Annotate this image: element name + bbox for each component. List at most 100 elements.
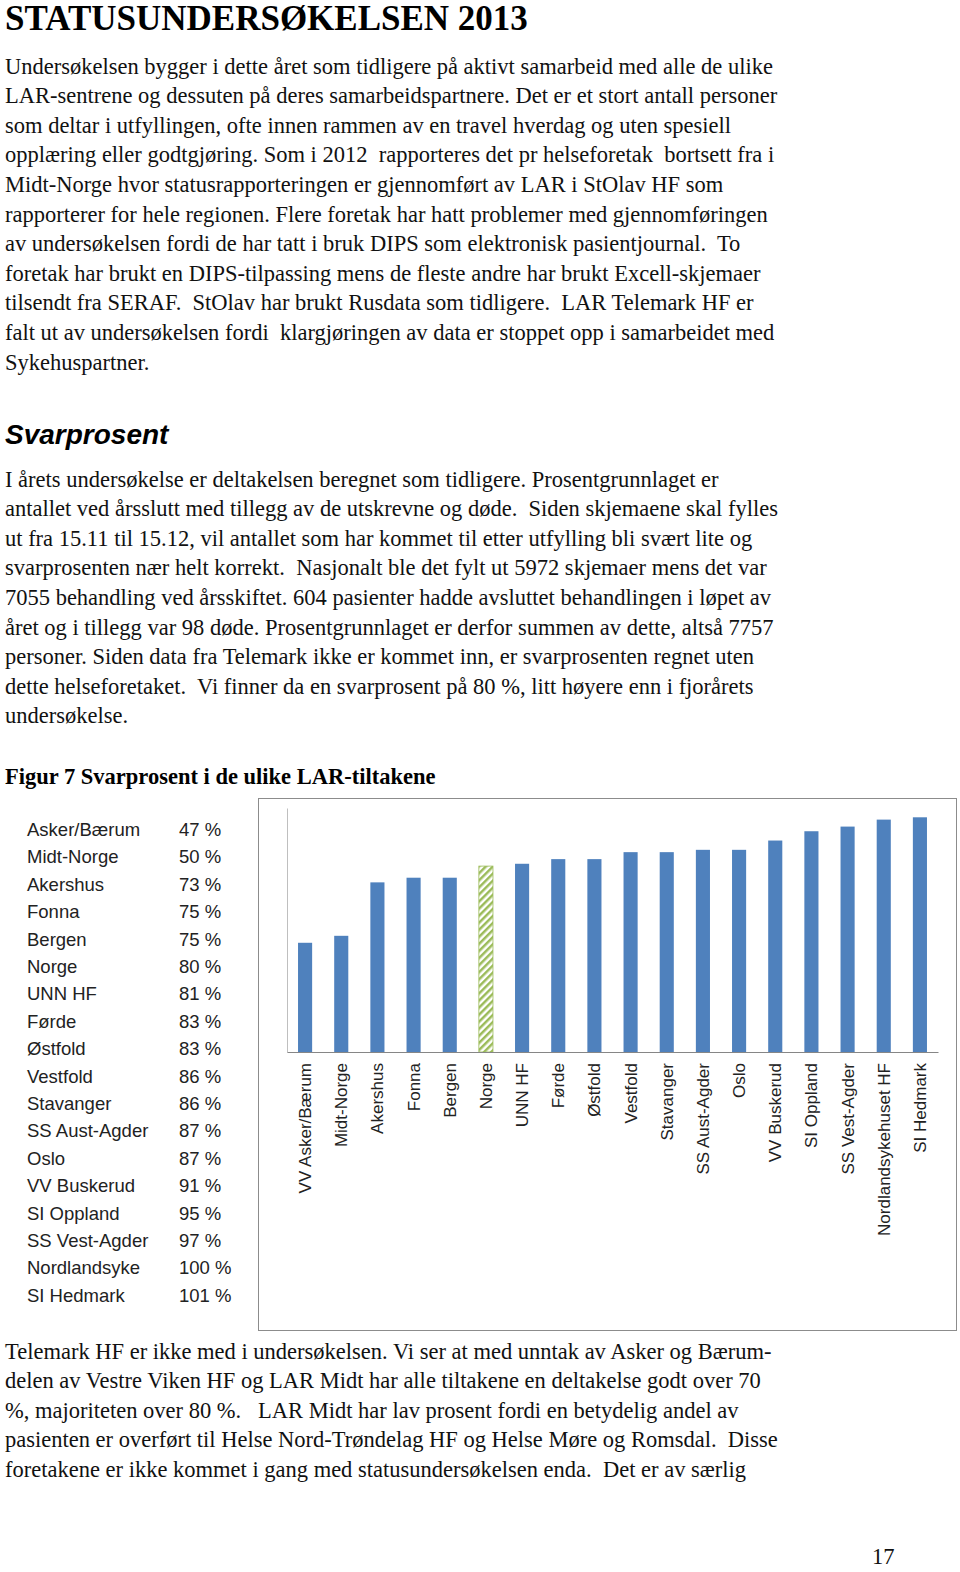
x-tick-label: VV Buskerud — [766, 1063, 785, 1162]
table-value: 101 % — [179, 1285, 231, 1306]
bar — [660, 852, 674, 1052]
x-tick: Fonna — [405, 1052, 424, 1111]
x-tick-label: VV Asker/Bærum — [296, 1063, 315, 1193]
paragraph-line: dette helseforetaket. Vi finner da en sv… — [5, 674, 754, 699]
bar — [877, 820, 891, 1052]
paragraph-line: som deltar i utfyllingen, ofte innen ram… — [5, 113, 731, 138]
table-value: 95 % — [179, 1203, 221, 1224]
table-label: Bergen — [27, 929, 87, 950]
page: STATUSUNDERSØKELSEN 2013 Undersøkelsen by… — [0, 0, 960, 1572]
x-tick-label: SS Vest-Agder — [839, 1063, 858, 1175]
table-label: Asker/Bærum — [27, 819, 140, 840]
paragraph-line: foretakene er ikke kommet i gang med sta… — [5, 1457, 746, 1482]
bar — [515, 864, 529, 1052]
x-tick-label: Bergen — [441, 1063, 460, 1118]
x-tick-label: SI Oppland — [802, 1063, 821, 1148]
paragraph-line: svarprosenten nær helt korrekt. Nasjonal… — [5, 555, 767, 580]
x-tick-label: Nordlandsykehuset HF — [875, 1063, 894, 1236]
table-label: Oslo — [27, 1148, 65, 1169]
x-tick: Østfold — [585, 1052, 604, 1117]
x-tick-label: SI Hedmark — [911, 1063, 930, 1153]
bar — [587, 859, 601, 1052]
paragraph-line: I årets undersøkelse er deltakelsen bere… — [5, 467, 719, 492]
page-title: STATUSUNDERSØKELSEN 2013 — [5, 0, 528, 38]
table-label: Fonna — [27, 901, 80, 922]
table-value: 97 % — [179, 1230, 221, 1251]
x-tick: Førde — [549, 1052, 568, 1108]
x-tick: SI Oppland — [802, 1052, 821, 1148]
table-value: 87 % — [179, 1120, 221, 1141]
table-label: VV Buskerud — [27, 1175, 135, 1196]
paragraph-line: undersøkelse. — [5, 703, 128, 728]
table-value: 83 % — [179, 1011, 221, 1032]
x-tick-label: Akershus — [368, 1063, 387, 1134]
table-value: 80 % — [179, 956, 221, 977]
x-tick: VV Buskerud — [766, 1052, 785, 1162]
paragraph-line: Telemark HF er ikke med i undersøkelsen.… — [5, 1339, 771, 1364]
table-label: SI Oppland — [27, 1203, 120, 1224]
bar — [298, 943, 312, 1052]
paragraph-line: falt ut av undersøkelsen fordi klargjøri… — [5, 320, 774, 345]
paragraph-line: året og i tillegg var 98 døde. Prosentgr… — [5, 615, 774, 640]
table-label: SI Hedmark — [27, 1285, 125, 1306]
figure-caption: Figur 7 Svarprosent i de ulike LAR-tilta… — [5, 764, 435, 789]
table-label: Vestfold — [27, 1066, 93, 1087]
table-value: 83 % — [179, 1038, 221, 1059]
x-tick: SS Aust-Agder — [694, 1052, 713, 1175]
x-tick: VV Asker/Bærum — [296, 1052, 315, 1193]
x-tick: Midt-Norge — [332, 1052, 351, 1147]
bar — [551, 859, 565, 1052]
x-tick: SS Vest-Agder — [839, 1052, 858, 1175]
bar — [443, 878, 457, 1052]
table-label: UNN HF — [27, 983, 97, 1004]
x-axis-line — [288, 1052, 939, 1053]
paragraph-line: Undersøkelsen bygger i dette året som ti… — [5, 54, 773, 79]
paragraph-line: ut fra 15.11 til 15.12, vil antallet som… — [5, 526, 752, 551]
table-value: 50 % — [179, 846, 221, 867]
table-label: SS Vest-Agder — [27, 1230, 148, 1251]
table-value: 75 % — [179, 929, 221, 950]
bar — [768, 841, 782, 1052]
table-value: 86 % — [179, 1066, 221, 1087]
bar — [370, 882, 384, 1052]
bar — [841, 827, 855, 1052]
bar — [479, 866, 493, 1052]
table-value: 75 % — [179, 901, 221, 922]
paragraph-line: Sykehuspartner. — [5, 350, 149, 375]
x-tick-label: SS Aust-Agder — [694, 1063, 713, 1175]
table-value: 100 % — [179, 1257, 231, 1278]
y-axis — [287, 809, 288, 1053]
paragraph-line: av undersøkelsen fordi de har tatt i bru… — [5, 231, 740, 256]
x-tick: Oslo — [730, 1052, 749, 1098]
paragraph-line: rapporterer for hele regionen. Flere for… — [5, 202, 768, 227]
table-label: SS Aust-Agder — [27, 1120, 148, 1141]
table-value: 87 % — [179, 1148, 221, 1169]
x-tick: Stavanger — [658, 1052, 677, 1141]
paragraph-line: LAR-sentrene og dessuten på deres samarb… — [5, 83, 778, 108]
page-number: 17 — [872, 1544, 895, 1569]
x-tick: Vestfold — [622, 1052, 641, 1124]
bars — [298, 817, 927, 1052]
x-tick: Akershus — [368, 1052, 387, 1134]
table-label: Midt-Norge — [27, 846, 119, 867]
table-label: Stavanger — [27, 1093, 111, 1114]
x-tick-label: UNN HF — [513, 1063, 532, 1127]
section-heading: Svarprosent — [5, 419, 170, 450]
x-tick-label: Østfold — [585, 1063, 604, 1117]
bar — [407, 878, 421, 1052]
bar — [732, 850, 746, 1052]
table-value: 47 % — [179, 819, 221, 840]
bar — [334, 936, 348, 1052]
x-axis: VV Asker/Bærum Midt-Norge Akershus Fonna Ber… — [288, 1052, 939, 1236]
table-value: 91 % — [179, 1175, 221, 1196]
x-tick-label: Oslo — [730, 1063, 749, 1098]
paragraph-line: Midt-Norge hvor statusrapporteringen er … — [5, 172, 724, 197]
paragraph-line: foretak har brukt en DIPS-tilpassing men… — [5, 261, 761, 286]
x-tick: Norge — [477, 1052, 496, 1109]
table-label: Østfold — [27, 1038, 86, 1059]
x-tick-label: Norge — [477, 1063, 496, 1109]
table-label: Nordlandsyke — [27, 1257, 140, 1278]
bar — [696, 850, 710, 1052]
y-axis-line — [287, 809, 288, 1053]
x-tick: UNN HF — [513, 1052, 532, 1127]
